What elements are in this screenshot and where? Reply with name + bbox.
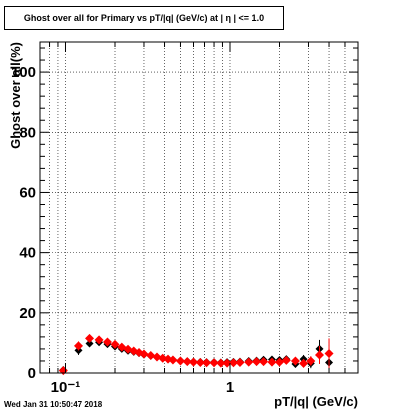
data-point	[306, 356, 316, 366]
data-point	[324, 348, 334, 358]
data-point	[290, 356, 300, 366]
data-point	[275, 357, 285, 367]
data-point	[85, 339, 94, 348]
y-tick-label: 60	[19, 184, 36, 201]
data-point	[259, 357, 269, 367]
data-point	[110, 339, 120, 349]
data-point	[102, 337, 112, 347]
data-point	[314, 350, 324, 360]
y-tick-label: 20	[19, 305, 36, 322]
chart-title: Ghost over all for Primary vs pT/|q| (Ge…	[4, 6, 284, 30]
x-axis-label: pT/|q| (GeV/c)	[274, 394, 358, 409]
x-tick-label: 1	[226, 379, 234, 396]
data-point	[216, 358, 226, 368]
y-tick-label: 100	[11, 64, 36, 81]
data-point	[168, 355, 178, 365]
x-tick-label: 10⁻¹	[51, 379, 81, 396]
data-point	[222, 358, 232, 368]
data-point	[74, 341, 84, 351]
plot-frame	[39, 41, 359, 374]
y-axis-label: Ghost over all(%)	[8, 42, 23, 149]
y-tick-label: 0	[28, 365, 36, 382]
data-point	[267, 357, 277, 367]
data-point	[182, 357, 192, 367]
timestamp: Wed Jan 31 10:50:47 2018	[4, 400, 103, 409]
data-point	[175, 356, 185, 366]
data-point	[281, 355, 291, 365]
data-point	[209, 358, 219, 368]
data-point	[146, 351, 156, 361]
data-point	[299, 358, 309, 368]
axis-ticks	[40, 42, 358, 374]
data-markers	[58, 333, 334, 376]
data-point	[152, 352, 162, 362]
data-point	[228, 358, 238, 368]
data-point	[202, 358, 212, 368]
data-point	[58, 366, 68, 376]
data-point	[252, 357, 262, 367]
tick-labels: 0 20 40 60 80 100 10⁻¹ 1	[11, 64, 234, 396]
grid	[40, 42, 358, 373]
y-tick-label: 80	[19, 124, 36, 141]
data-point	[85, 333, 95, 343]
data-point	[139, 349, 149, 359]
data-point	[244, 357, 254, 367]
y-tick-label: 40	[19, 245, 36, 262]
data-point	[235, 357, 245, 367]
data-point	[188, 357, 198, 367]
data-point	[94, 335, 104, 345]
data-point	[195, 357, 205, 367]
